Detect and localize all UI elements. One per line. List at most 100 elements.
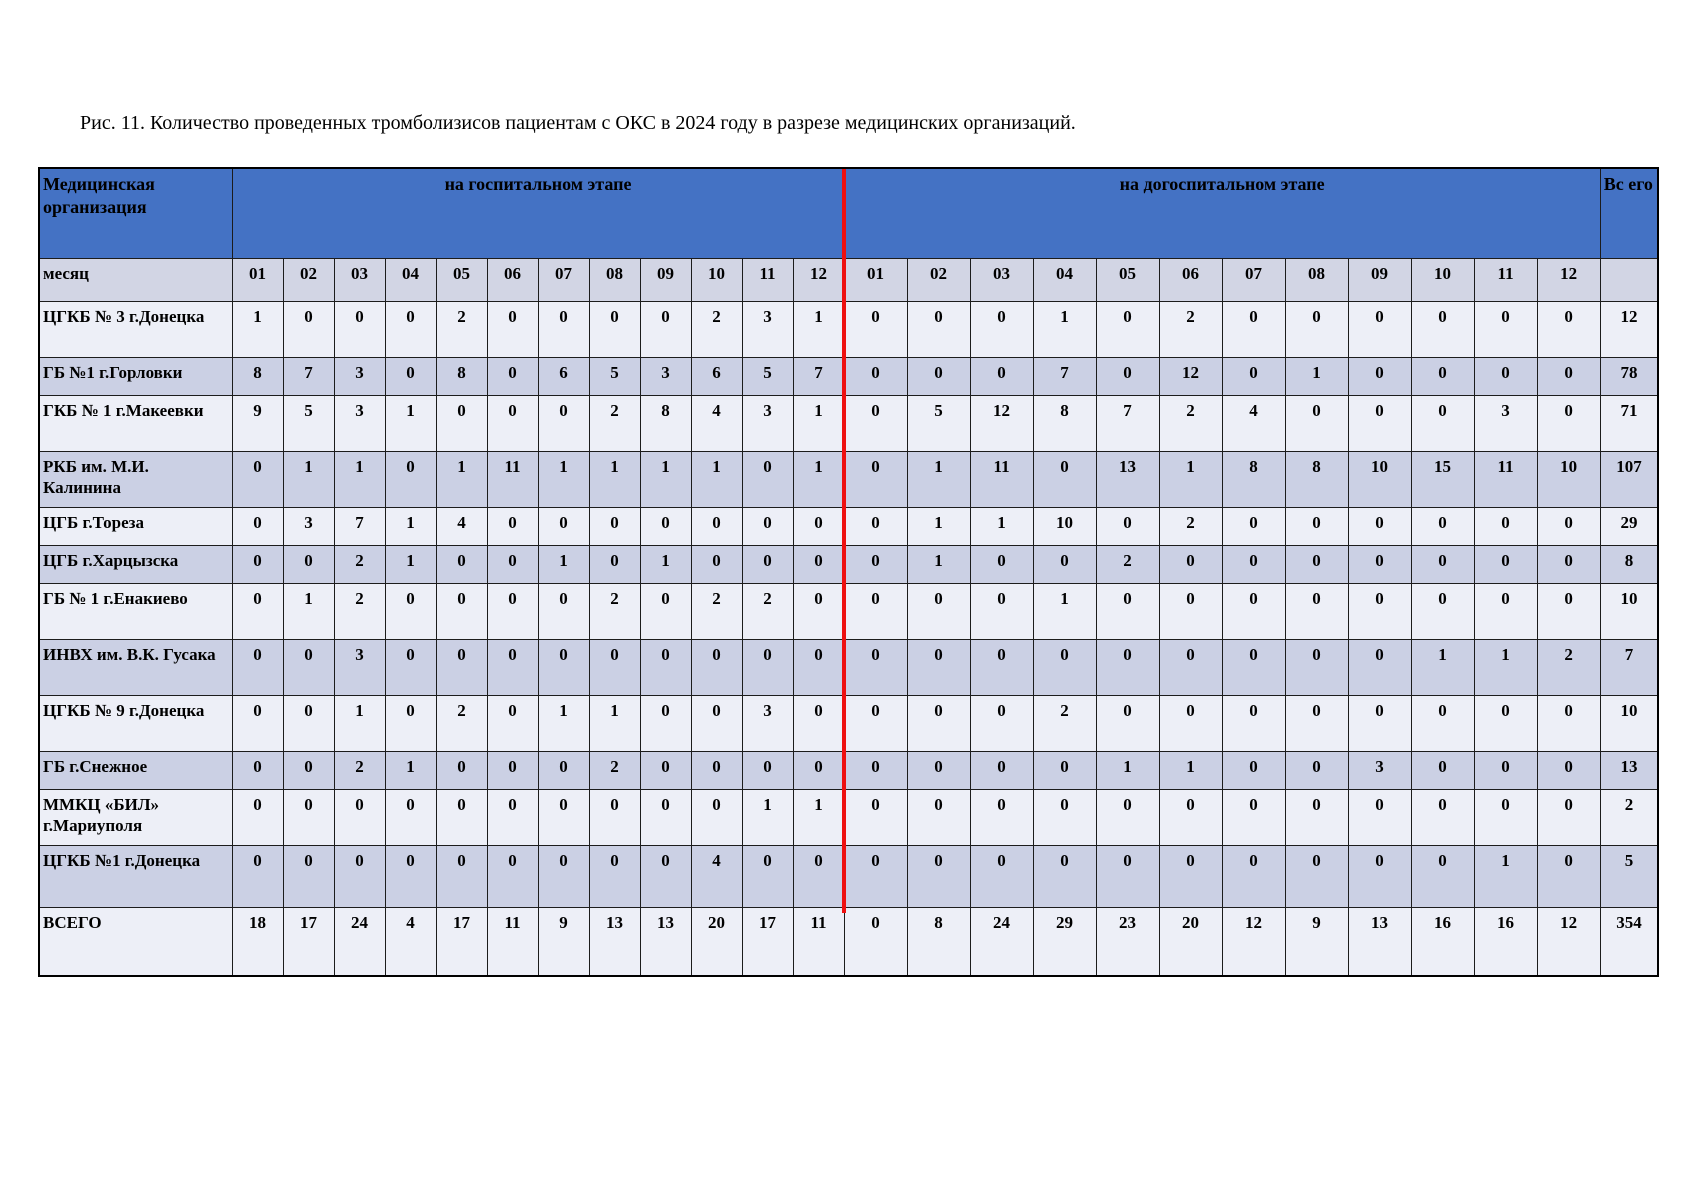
table-row: РКБ им. М.И. Калинина 0 1 1 0 1 11 1 1 1 1 0 1 0 1 11 0 1… xyxy=(38,451,1659,508)
totals-prehospital-cell: 12 xyxy=(1536,907,1601,976)
prehospital-value-cell: 13 xyxy=(1095,451,1160,508)
hospital-value-cell: 0 xyxy=(537,507,590,546)
prehospital-value-cell: 0 xyxy=(1347,357,1412,396)
month-header-prehospital: 01 xyxy=(843,258,908,302)
totals-hospital-cell: 17 xyxy=(435,907,488,976)
org-cell: ЦГБ г.Тореза xyxy=(38,507,233,546)
prehospital-value-cell: 0 xyxy=(1473,789,1538,846)
hospital-value-cell: 0 xyxy=(741,545,794,584)
row-total-cell: 10 xyxy=(1599,583,1659,640)
hospital-value-cell: 0 xyxy=(384,583,437,640)
totals-hospital-cell: 4 xyxy=(384,907,437,976)
hospital-value-cell: 0 xyxy=(282,545,335,584)
prehospital-value-cell: 0 xyxy=(969,357,1034,396)
hospital-value-cell: 0 xyxy=(486,545,539,584)
hospital-value-cell: 3 xyxy=(741,301,794,358)
hospital-value-cell: 0 xyxy=(537,845,590,908)
prehospital-value-cell: 10 xyxy=(1536,451,1601,508)
org-header-cell: Медицинская организация xyxy=(38,167,233,259)
hospital-value-cell: 0 xyxy=(486,507,539,546)
prehospital-value-cell: 0 xyxy=(1221,789,1286,846)
prehospital-value-cell: 2 xyxy=(1536,639,1601,696)
hospital-value-cell: 2 xyxy=(333,545,386,584)
prehospital-value-cell: 0 xyxy=(1410,395,1475,452)
prehospital-value-cell: 8 xyxy=(1221,451,1286,508)
month-header-hospital: 10 xyxy=(690,258,743,302)
hospital-value-cell: 3 xyxy=(282,507,335,546)
prehospital-value-cell: 0 xyxy=(1158,695,1223,752)
row-total-cell: 29 xyxy=(1599,507,1659,546)
hospital-value-cell: 0 xyxy=(741,507,794,546)
prehospital-value-cell: 0 xyxy=(1473,301,1538,358)
hospital-value-cell: 2 xyxy=(435,695,488,752)
prehospital-value-cell: 0 xyxy=(1347,545,1412,584)
hospital-value-cell: 0 xyxy=(741,639,794,696)
org-cell: ГБ №1 г.Горловки xyxy=(38,357,233,396)
hospital-value-cell: 3 xyxy=(333,639,386,696)
totals-hospital-cell: 18 xyxy=(231,907,284,976)
prehospital-value-cell: 3 xyxy=(1473,395,1538,452)
hospital-value-cell: 0 xyxy=(792,845,845,908)
totals-row: ВСЕГО 18 17 24 4 17 11 9 13 13 20 17 11 0 8 24 29 23 20 12 9… xyxy=(38,907,1659,976)
hospital-value-cell: 1 xyxy=(639,545,692,584)
prehospital-value-cell: 0 xyxy=(843,395,908,452)
prehospital-value-cell: 0 xyxy=(969,301,1034,358)
hospital-value-cell: 0 xyxy=(792,583,845,640)
hospital-value-cell: 0 xyxy=(741,751,794,790)
hospital-value-cell: 0 xyxy=(231,695,284,752)
hospital-value-cell: 0 xyxy=(384,695,437,752)
prehospital-value-cell: 0 xyxy=(843,789,908,846)
hospital-value-cell: 0 xyxy=(588,845,641,908)
hospital-value-cell: 0 xyxy=(384,845,437,908)
prehospital-value-cell: 1 xyxy=(1095,751,1160,790)
hospital-value-cell: 1 xyxy=(282,451,335,508)
prehospital-value-cell: 0 xyxy=(1284,545,1349,584)
prehospital-value-cell: 0 xyxy=(906,583,971,640)
row-total-cell: 13 xyxy=(1599,751,1659,790)
prehospital-value-cell: 0 xyxy=(1095,639,1160,696)
hospital-value-cell: 0 xyxy=(384,639,437,696)
prehospital-value-cell: 1 xyxy=(906,451,971,508)
prehospital-value-cell: 0 xyxy=(969,789,1034,846)
month-header-prehospital: 12 xyxy=(1536,258,1601,302)
hospital-value-cell: 0 xyxy=(588,639,641,696)
hospital-value-cell: 0 xyxy=(639,789,692,846)
prehospital-value-cell: 0 xyxy=(1473,583,1538,640)
org-cell: ГКБ № 1 г.Макеевки xyxy=(38,395,233,452)
prehospital-value-cell: 0 xyxy=(1032,845,1097,908)
prehospital-value-cell: 12 xyxy=(969,395,1034,452)
hospital-value-cell: 1 xyxy=(588,695,641,752)
totals-prehospital-cell: 29 xyxy=(1032,907,1097,976)
prehospital-value-cell: 7 xyxy=(1095,395,1160,452)
hospital-value-cell: 0 xyxy=(537,789,590,846)
group-header-row: Медицинская организация на госпитальном … xyxy=(38,167,1659,259)
hospital-value-cell: 0 xyxy=(384,357,437,396)
prehospital-value-cell: 0 xyxy=(906,639,971,696)
row-total-cell: 71 xyxy=(1599,395,1659,452)
prehospital-value-cell: 0 xyxy=(1473,357,1538,396)
hospital-value-cell: 0 xyxy=(486,357,539,396)
totals-prehospital-cell: 20 xyxy=(1158,907,1223,976)
month-header-prehospital: 06 xyxy=(1158,258,1223,302)
prehospital-value-cell: 0 xyxy=(906,789,971,846)
prehospital-value-cell: 7 xyxy=(1032,357,1097,396)
prehospital-value-cell: 0 xyxy=(1410,583,1475,640)
hospital-value-cell: 1 xyxy=(333,451,386,508)
month-row-total-spacer xyxy=(1599,258,1659,302)
month-header-prehospital: 11 xyxy=(1473,258,1538,302)
hospital-value-cell: 2 xyxy=(435,301,488,358)
hospital-value-cell: 1 xyxy=(741,789,794,846)
table-row: ИНВХ им. В.К. Гусака 0 0 3 0 0 0 0 0 0 0 0 0 0 0 0 0 0 0 0 0… xyxy=(38,639,1659,696)
prehospital-value-cell: 0 xyxy=(1347,639,1412,696)
table-row: ЦГКБ №1 г.Донецка 0 0 0 0 0 0 0 0 0 4 0 0 0 0 0 0 0 0 0 0 0 0 1… xyxy=(38,845,1659,908)
hospital-value-cell: 1 xyxy=(384,545,437,584)
hospital-value-cell: 0 xyxy=(282,639,335,696)
hospital-value-cell: 7 xyxy=(792,357,845,396)
prehospital-value-cell: 0 xyxy=(1284,751,1349,790)
hospital-value-cell: 3 xyxy=(639,357,692,396)
row-total-cell: 12 xyxy=(1599,301,1659,358)
hospital-value-cell: 3 xyxy=(333,395,386,452)
prehospital-value-cell: 0 xyxy=(843,695,908,752)
hospital-value-cell: 0 xyxy=(231,751,284,790)
prehospital-value-cell: 0 xyxy=(1095,695,1160,752)
